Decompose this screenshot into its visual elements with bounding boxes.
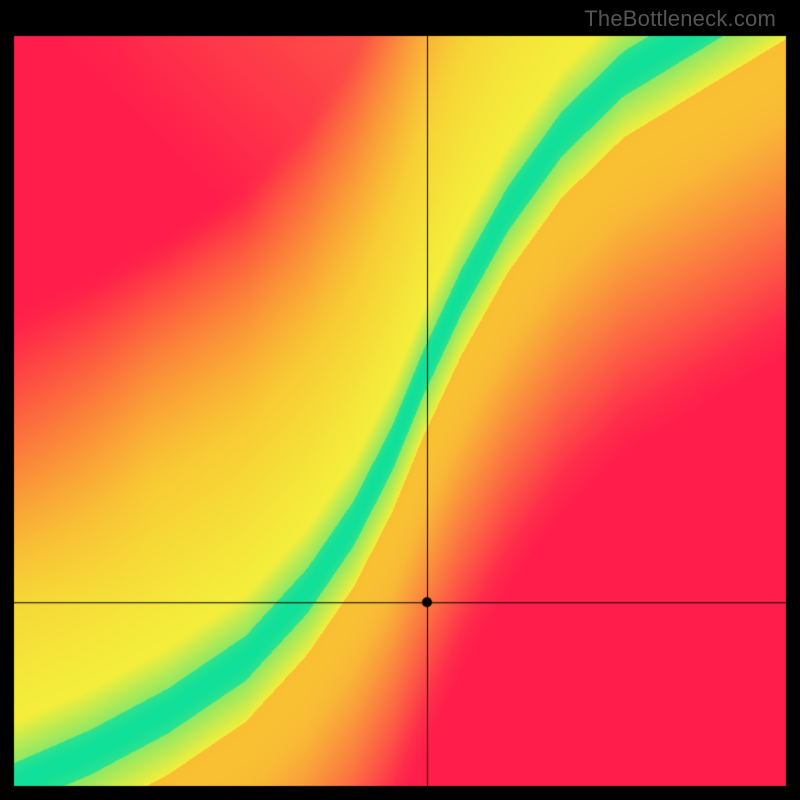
watermark-text: TheBottleneck.com <box>584 6 776 32</box>
chart-container: TheBottleneck.com <box>0 0 800 800</box>
heatmap-canvas <box>0 0 800 800</box>
